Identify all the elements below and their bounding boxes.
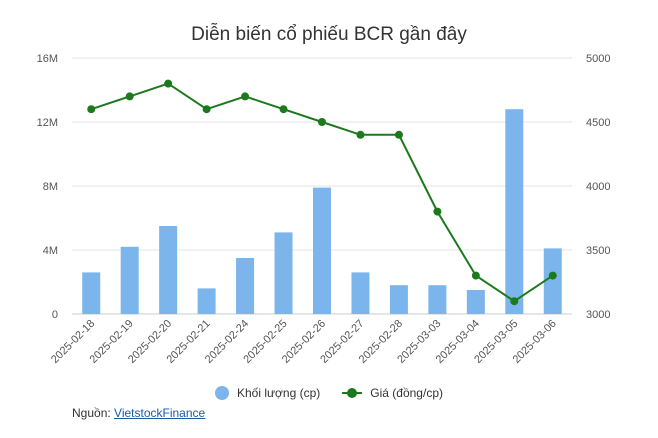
volume-bar: [120, 246, 139, 314]
left-axis-ticks: 0 4M 8M 12M 16M: [37, 53, 58, 321]
volume-bar: [543, 248, 562, 314]
price-point: [241, 92, 250, 101]
volume-bar: [313, 187, 331, 314]
price-point: [279, 105, 288, 114]
volume-bar: [197, 288, 216, 314]
chart-title: Diễn biến cổ phiếu BCR gần đây: [191, 24, 467, 45]
legend-item-price[interactable]: Giá (đồng/cp): [342, 386, 443, 400]
price-line: [87, 79, 557, 306]
volume-bar: [274, 232, 293, 314]
price-point: [356, 130, 365, 139]
left-axis-tick-label: 16M: [37, 53, 58, 65]
left-axis-tick-label: 12M: [37, 117, 58, 129]
legend-price-label: Giá (đồng/cp): [370, 386, 443, 400]
right-axis-tick-label: 3000: [586, 309, 610, 321]
left-axis-tick-label: 8M: [43, 181, 58, 193]
source-note: Nguồn: VietstockFinance: [72, 406, 205, 420]
volume-bar: [351, 272, 370, 314]
price-point: [87, 105, 96, 114]
legend-volume-swatch: [215, 386, 229, 400]
price-point: [510, 297, 519, 306]
price-point: [318, 118, 326, 126]
volume-bar: [82, 272, 101, 314]
legend-volume-label: Khối lượng (cp): [237, 386, 321, 400]
right-axis-tick-label: 3500: [586, 245, 610, 257]
price-point: [548, 271, 557, 280]
volume-bar: [466, 290, 485, 314]
price-point: [433, 207, 442, 216]
volume-bar: [389, 285, 408, 314]
volume-bars: [82, 109, 562, 314]
price-point: [202, 105, 211, 114]
volume-bar: [159, 226, 178, 314]
source-link[interactable]: VietstockFinance: [114, 406, 206, 420]
price-point: [471, 271, 480, 280]
source-label: Nguồn:: [72, 406, 111, 420]
right-axis-tick-label: 4000: [586, 181, 610, 193]
right-axis-ticks: 3000 3500 4000 4500 5000: [586, 53, 610, 321]
price-point: [164, 79, 173, 88]
right-axis-tick-label: 4500: [586, 117, 610, 129]
left-axis-tick-label: 4M: [43, 245, 58, 257]
x-axis-ticks: 2025-02-182025-02-192025-02-202025-02-21…: [49, 318, 559, 366]
legend-price-swatch: [342, 386, 363, 400]
volume-bar: [505, 109, 524, 314]
volume-bar: [428, 285, 447, 314]
price-point: [394, 130, 403, 139]
right-axis-tick-label: 5000: [586, 53, 610, 65]
price-point: [125, 92, 134, 101]
left-axis-tick-label: 0: [52, 309, 58, 321]
volume-bar: [236, 258, 255, 314]
legend: Khối lượng (cp) Giá (đồng/cp): [0, 386, 658, 400]
legend-item-volume[interactable]: Khối lượng (cp): [215, 386, 320, 400]
